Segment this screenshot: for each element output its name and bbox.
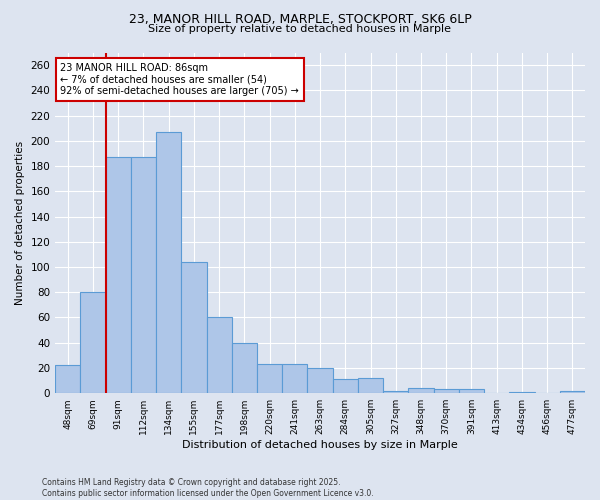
Bar (131, 157, 156, 393)
Bar (434, 390, 459, 393)
Bar (459, 390, 484, 393)
Bar (358, 378, 383, 393)
Text: Contains HM Land Registry data © Crown copyright and database right 2025.
Contai: Contains HM Land Registry data © Crown c… (42, 478, 374, 498)
Bar (257, 364, 282, 393)
Bar (55, 366, 80, 393)
Bar (307, 368, 332, 393)
X-axis label: Distribution of detached houses by size in Marple: Distribution of detached houses by size … (182, 440, 458, 450)
Bar (383, 390, 409, 393)
Text: Size of property relative to detached houses in Marple: Size of property relative to detached ho… (149, 24, 452, 34)
Text: 23, MANOR HILL ROAD, MARPLE, STOCKPORT, SK6 6LP: 23, MANOR HILL ROAD, MARPLE, STOCKPORT, … (128, 12, 472, 26)
Bar (206, 318, 232, 393)
Bar (509, 392, 535, 393)
Bar (560, 390, 585, 393)
Y-axis label: Number of detached properties: Number of detached properties (15, 141, 25, 305)
Bar (409, 388, 434, 393)
Bar (181, 262, 206, 393)
Bar (282, 364, 307, 393)
Bar (106, 157, 131, 393)
Bar (156, 132, 181, 393)
Bar (80, 292, 106, 393)
Text: 23 MANOR HILL ROAD: 86sqm
← 7% of detached houses are smaller (54)
92% of semi-d: 23 MANOR HILL ROAD: 86sqm ← 7% of detach… (61, 62, 299, 96)
Bar (332, 380, 358, 393)
Bar (232, 342, 257, 393)
